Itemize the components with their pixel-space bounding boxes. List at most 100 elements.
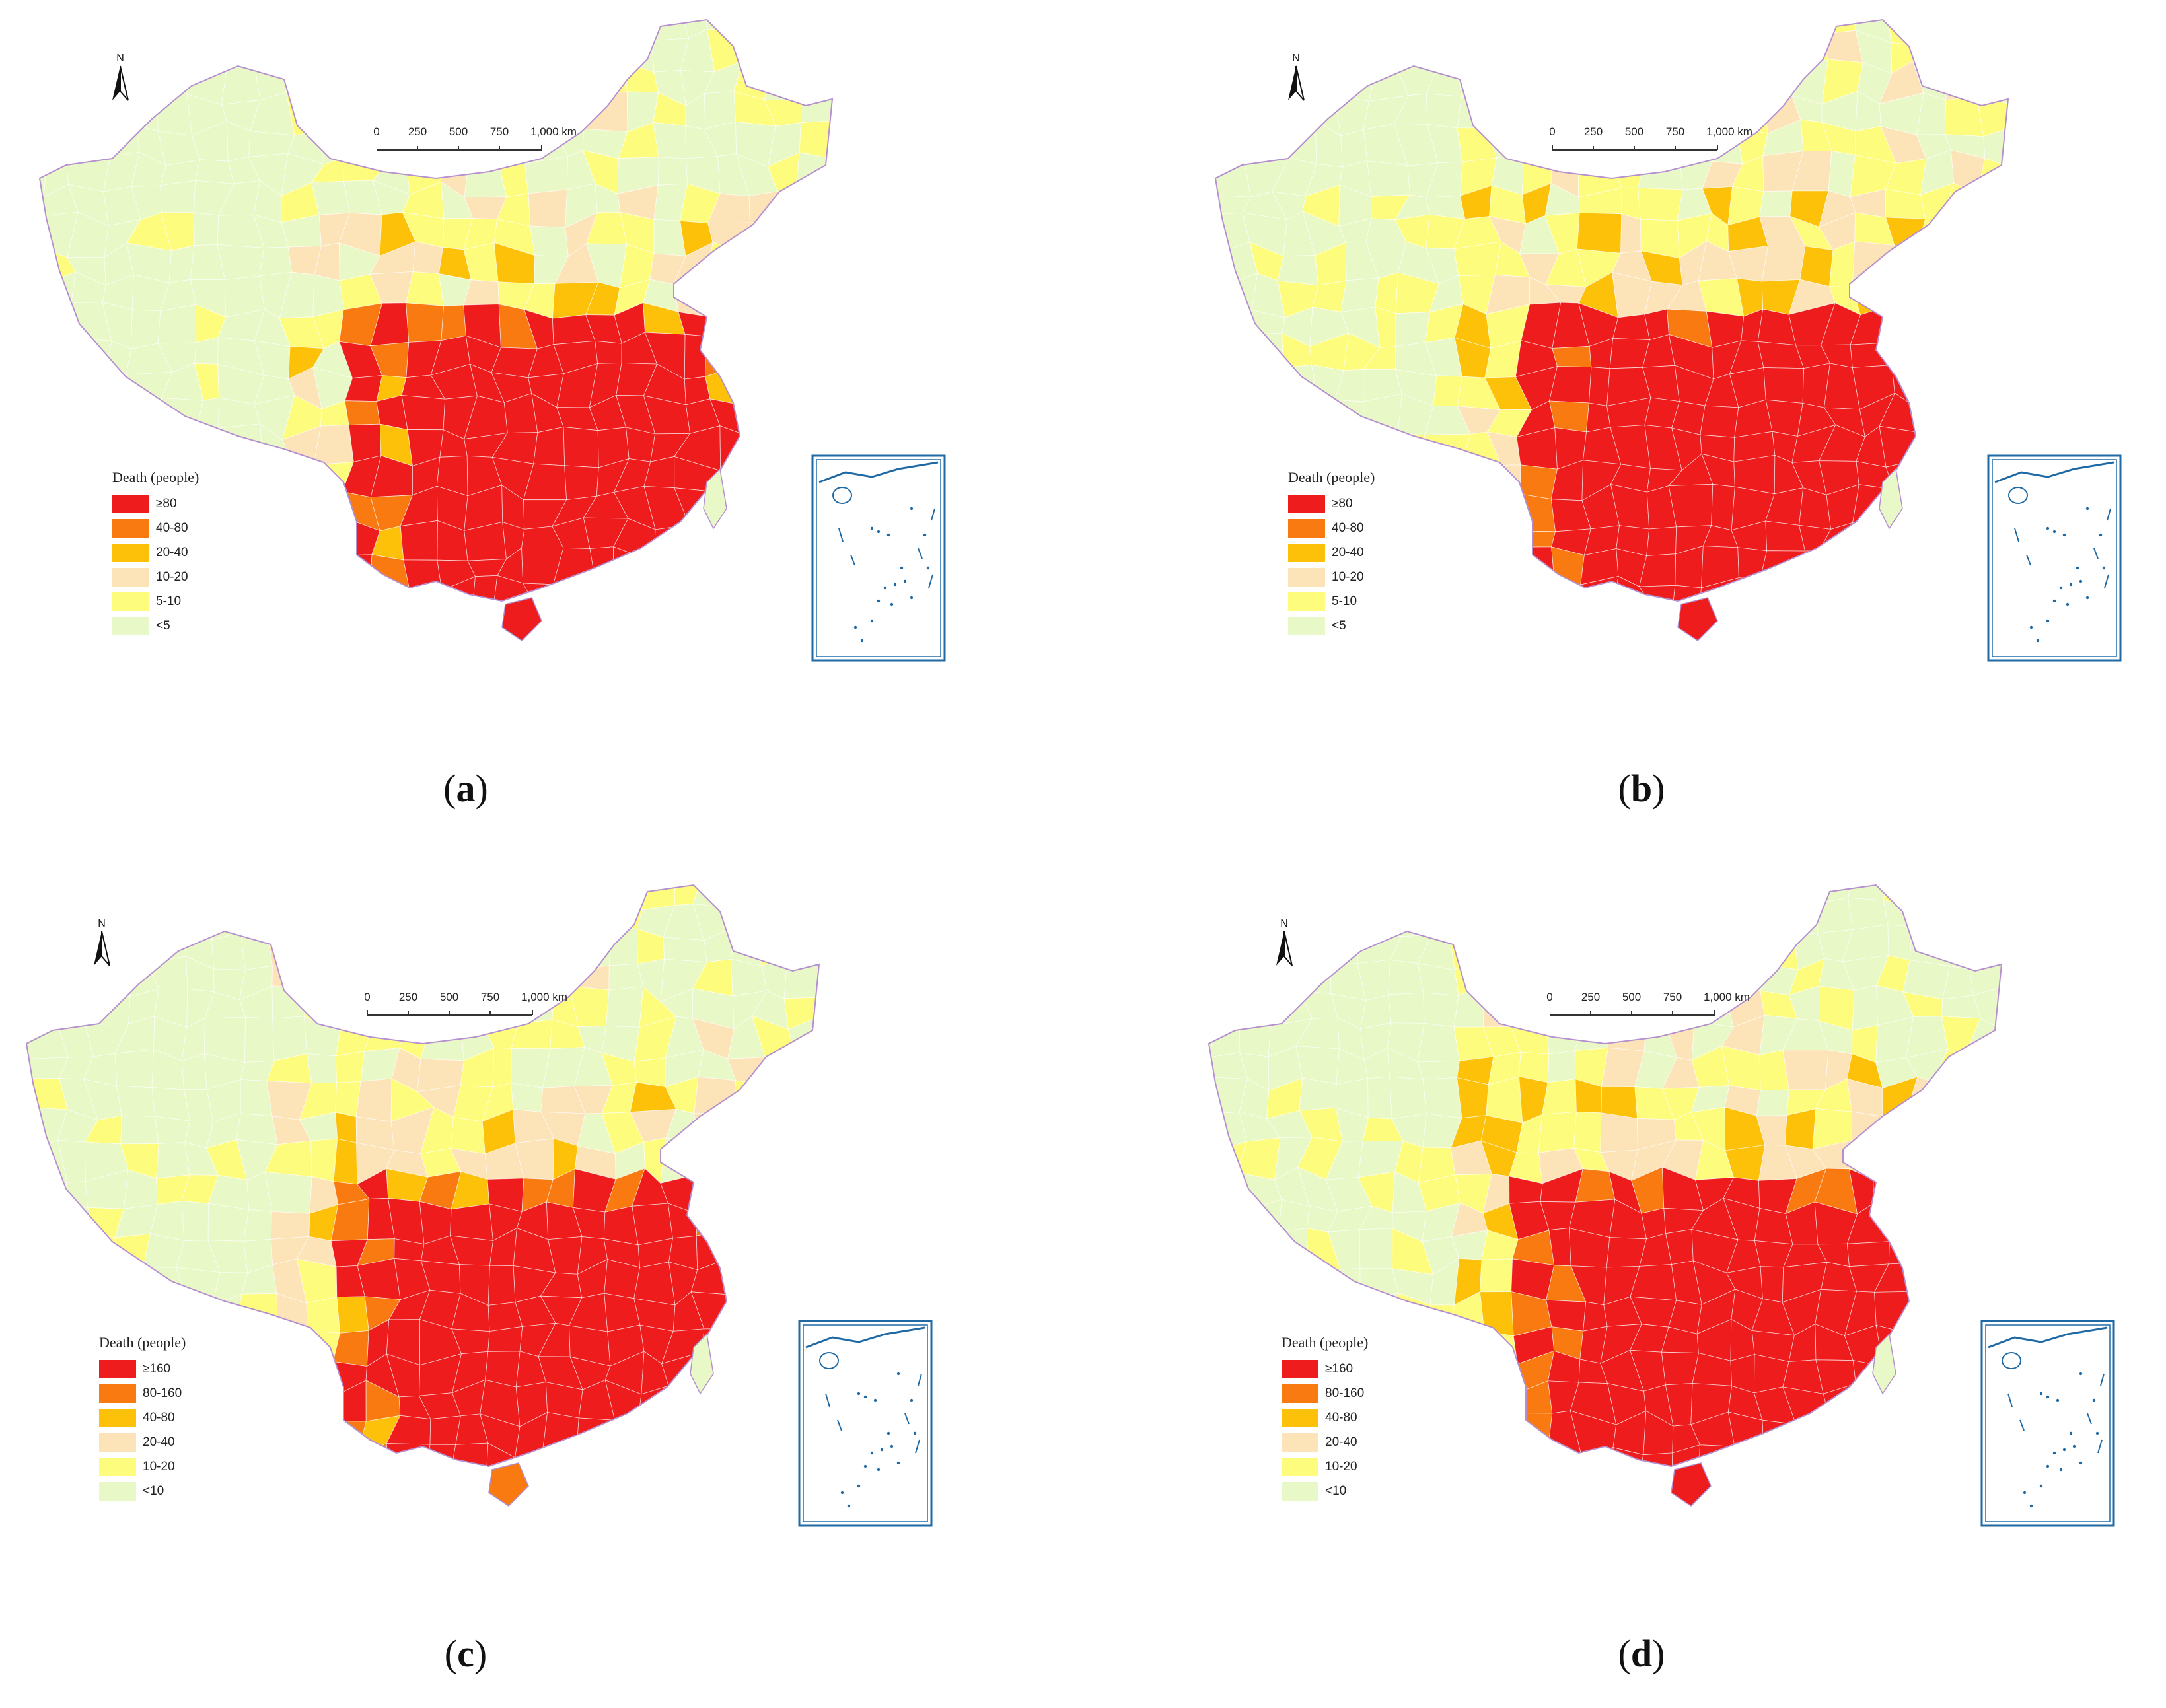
region bbox=[1580, 65, 1617, 92]
region bbox=[1461, 620, 1499, 651]
region bbox=[608, 963, 644, 991]
region bbox=[2007, 28, 2008, 74]
region bbox=[190, 28, 228, 65]
region bbox=[1635, 885, 1669, 906]
region bbox=[40, 20, 48, 36]
region bbox=[177, 894, 218, 941]
region bbox=[1427, 581, 1468, 601]
region bbox=[155, 1116, 191, 1144]
region bbox=[103, 423, 141, 466]
region bbox=[1906, 1476, 1943, 1514]
region bbox=[281, 492, 318, 519]
region bbox=[174, 885, 218, 902]
region bbox=[1863, 642, 1891, 676]
region bbox=[240, 930, 273, 970]
region bbox=[1215, 96, 1225, 127]
region bbox=[1820, 638, 1863, 674]
region bbox=[1873, 1139, 1912, 1183]
region bbox=[114, 1233, 151, 1271]
region bbox=[1843, 1455, 1879, 1466]
region bbox=[1340, 129, 1368, 168]
region bbox=[1737, 577, 1761, 601]
region bbox=[1243, 933, 1272, 967]
region bbox=[799, 272, 832, 318]
region bbox=[1980, 906, 2002, 929]
region bbox=[1759, 190, 1793, 217]
north-arrow: N bbox=[1283, 53, 1309, 108]
legend-item: 10-20 bbox=[99, 1454, 186, 1479]
region bbox=[731, 1112, 768, 1153]
legend: Death (people) ≥160 80-160 40-80 20-40 1… bbox=[99, 1334, 186, 1503]
region bbox=[1209, 885, 1221, 904]
region bbox=[450, 938, 492, 969]
region bbox=[735, 455, 781, 489]
region bbox=[26, 1419, 63, 1454]
region bbox=[812, 923, 819, 967]
region bbox=[1243, 332, 1283, 369]
region bbox=[653, 524, 690, 562]
caption-d: (d) bbox=[1618, 1632, 1665, 1675]
region bbox=[248, 20, 284, 37]
region bbox=[764, 638, 796, 673]
region bbox=[400, 520, 438, 561]
region bbox=[485, 896, 515, 939]
region bbox=[1919, 407, 1956, 439]
region bbox=[67, 577, 107, 601]
region bbox=[1182, 1482, 1219, 1514]
region bbox=[1250, 615, 1287, 653]
region bbox=[1209, 1259, 1219, 1303]
region bbox=[517, 955, 554, 993]
region bbox=[1190, 638, 1227, 681]
region bbox=[637, 1482, 672, 1516]
north-arrow: N bbox=[89, 918, 115, 973]
region bbox=[129, 644, 169, 681]
region bbox=[184, 1290, 216, 1337]
region bbox=[663, 937, 707, 963]
region bbox=[1420, 1442, 1455, 1466]
region bbox=[1903, 1419, 1947, 1449]
region bbox=[1209, 1232, 1219, 1269]
region bbox=[449, 1479, 487, 1512]
region bbox=[1215, 30, 1221, 69]
region bbox=[1817, 897, 1853, 934]
region bbox=[1608, 1504, 1634, 1544]
region bbox=[1215, 211, 1218, 254]
region bbox=[1453, 1441, 1480, 1466]
region bbox=[1540, 885, 1584, 903]
region bbox=[1632, 1502, 1676, 1538]
region bbox=[278, 20, 324, 46]
region bbox=[1496, 647, 1531, 674]
region bbox=[1729, 20, 1774, 38]
region bbox=[758, 1273, 796, 1306]
south-china-sea-inset bbox=[798, 1320, 933, 1527]
region bbox=[241, 1363, 279, 1390]
region bbox=[2005, 1232, 2038, 1272]
region bbox=[401, 395, 446, 431]
region bbox=[328, 1454, 362, 1466]
region bbox=[795, 152, 832, 188]
region bbox=[833, 311, 865, 349]
region bbox=[1848, 1417, 1879, 1457]
region bbox=[1951, 462, 1978, 501]
region bbox=[764, 62, 801, 102]
region bbox=[1795, 550, 1831, 592]
region bbox=[548, 964, 581, 993]
region bbox=[1510, 987, 1548, 1028]
region bbox=[1209, 1143, 1213, 1184]
region bbox=[1937, 1507, 1980, 1546]
region bbox=[269, 1384, 312, 1417]
region bbox=[1239, 1015, 1271, 1057]
region bbox=[1784, 1108, 1817, 1150]
region bbox=[1239, 993, 1276, 1027]
region bbox=[541, 885, 575, 905]
region bbox=[595, 340, 622, 364]
region bbox=[788, 1230, 819, 1275]
region bbox=[1671, 20, 1711, 34]
region bbox=[65, 528, 107, 548]
caption-c: (c) bbox=[444, 1632, 487, 1675]
region bbox=[1942, 549, 1980, 588]
region bbox=[787, 1262, 819, 1298]
region bbox=[1404, 20, 1435, 38]
region bbox=[1583, 641, 1619, 678]
region bbox=[1893, 279, 1924, 305]
